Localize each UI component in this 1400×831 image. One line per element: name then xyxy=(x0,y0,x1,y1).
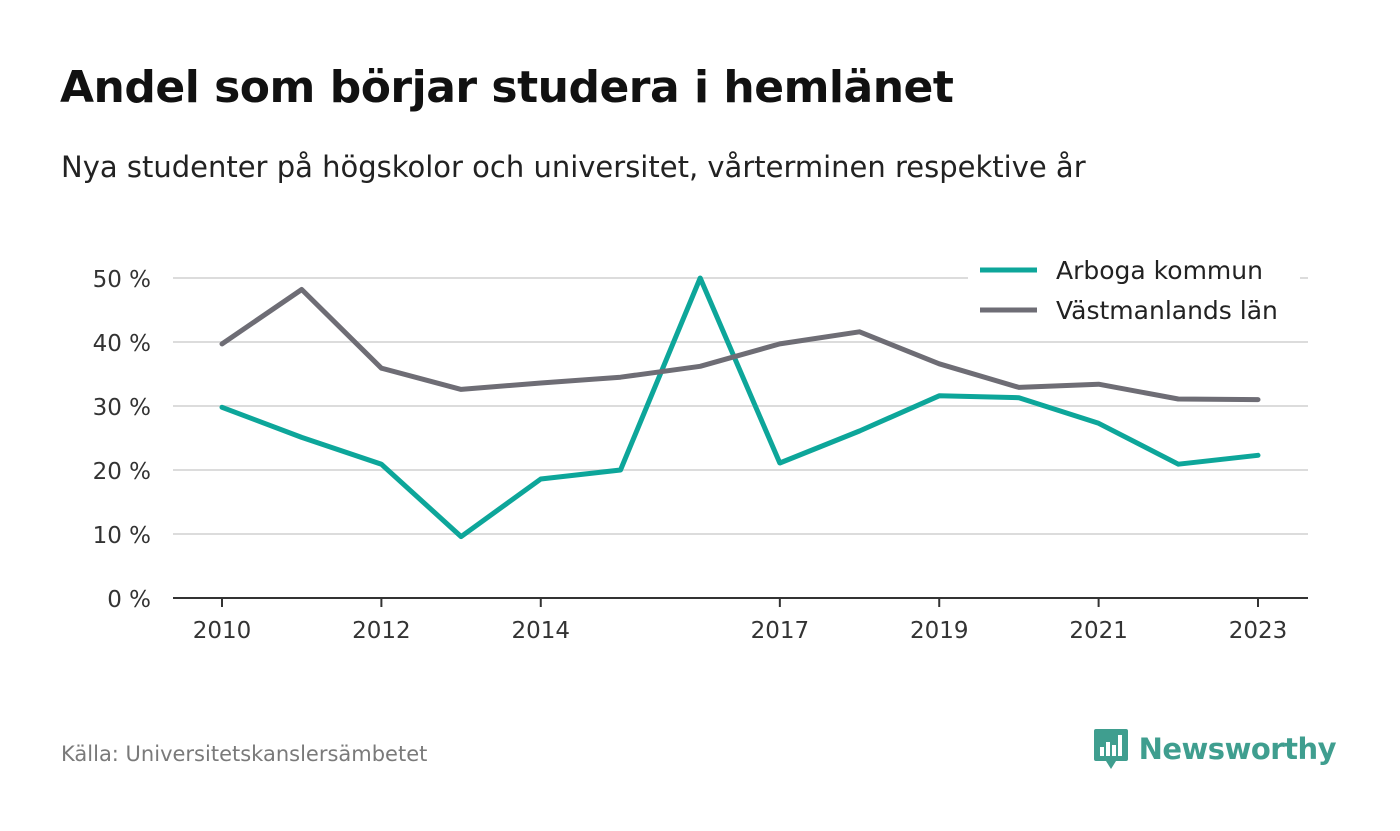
x-tick-label: 2012 xyxy=(352,618,411,644)
y-tick-label: 0 % xyxy=(107,587,151,613)
series-line-0 xyxy=(219,275,1261,540)
chart-title: Andel som börjar studera i hemlänet xyxy=(60,62,954,113)
y-tick-label: 40 % xyxy=(93,331,151,357)
legend-background xyxy=(968,250,1300,328)
x-tick-label: 2010 xyxy=(193,618,252,644)
x-tick-label: 2023 xyxy=(1229,618,1288,644)
y-tick-label: 20 % xyxy=(93,459,151,485)
bar-chart-speech-bubble-icon xyxy=(1093,729,1128,769)
line-chart: 0 % 10 % 20 % 30 % 40 % 50 % 2010 2012 2014 2017 2… xyxy=(92,250,1308,644)
series-line-1 xyxy=(219,287,1261,403)
legend-label: Arboga kommun xyxy=(1056,256,1263,285)
y-tick-label: 10 % xyxy=(93,523,151,549)
legend-label: Västmanlands län xyxy=(1056,296,1278,325)
chart-subtitle: Nya studenter på högskolor och universit… xyxy=(61,150,1086,184)
y-tick-label: 30 % xyxy=(93,395,151,421)
x-tick-label: 2021 xyxy=(1069,618,1128,644)
y-tick-label: 50 % xyxy=(93,267,151,293)
x-tick-label: 2017 xyxy=(751,618,810,644)
brand-name: Newsworthy xyxy=(1138,732,1337,766)
source-note: Källa: Universitetskanslersämbetet xyxy=(61,742,428,766)
x-tick-label: 2019 xyxy=(910,618,969,644)
brand-logo[interactable]: Newsworthy xyxy=(1093,728,1337,770)
x-tick-label: 2014 xyxy=(511,618,570,644)
